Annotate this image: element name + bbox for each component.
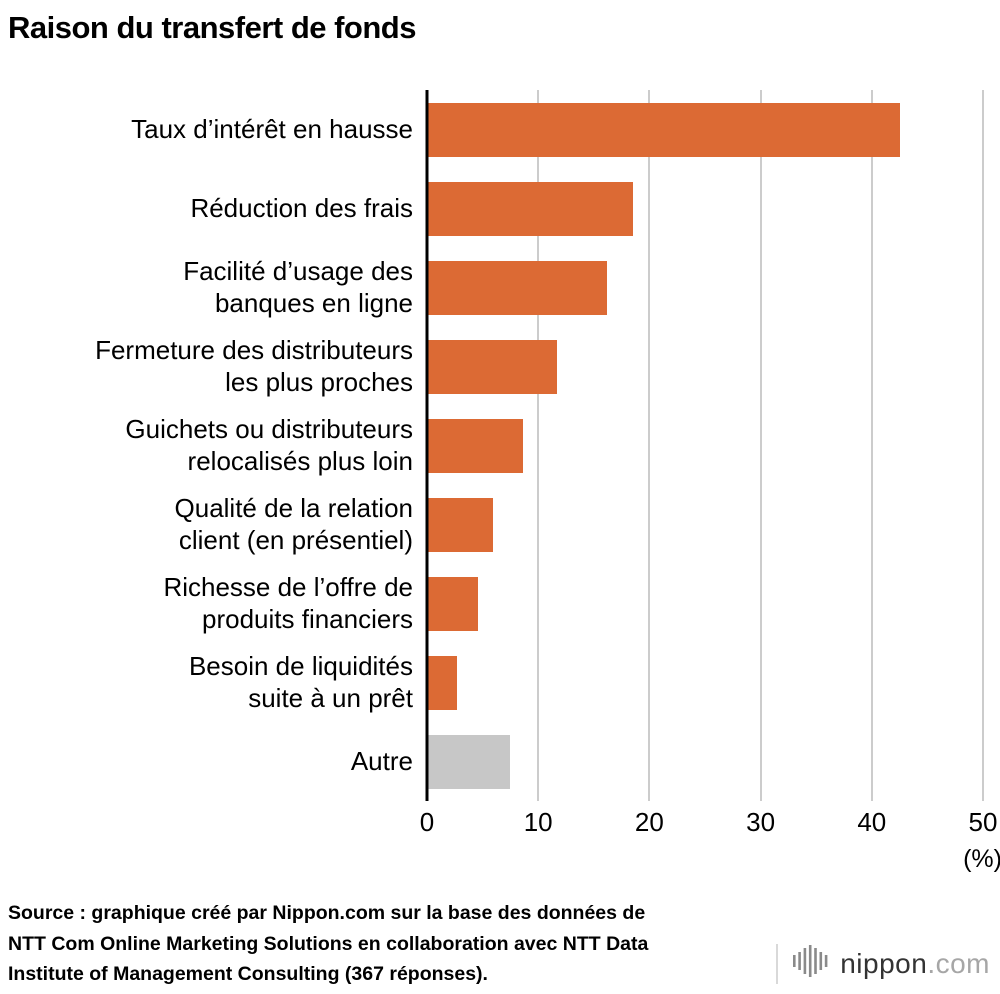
bar-track [427, 576, 983, 631]
gridline [537, 90, 540, 801]
bar-track [427, 734, 983, 789]
logo-text-nippon: nippon [840, 947, 928, 979]
bar-row: Besoin de liquidités suite à un prêt [8, 643, 992, 722]
bar [427, 181, 633, 236]
bar [427, 734, 511, 789]
gridline [648, 90, 651, 801]
category-label: Facilité d’usage des banques en ligne [183, 255, 413, 318]
x-tick-label: 30 [746, 807, 776, 837]
x-axis-unit: (%) [963, 845, 1000, 873]
x-axis-ticks: 0 10 20 30 40 50 [420, 807, 998, 841]
bar [427, 497, 493, 552]
bar [427, 418, 523, 473]
x-tick-label: 50 [968, 807, 998, 837]
bar [427, 655, 458, 710]
gridline [870, 90, 873, 801]
bar [427, 576, 479, 631]
bar [427, 102, 900, 157]
source-text: Source : graphique créé par Nippon.com s… [8, 902, 649, 986]
nippon-logo: nippon.com [776, 943, 990, 990]
category-label: Réduction des frais [190, 192, 413, 223]
chart-title: Raison du transfert de fonds [8, 10, 416, 45]
x-tick-label: 20 [634, 807, 664, 837]
logo-text: nippon.com [840, 948, 990, 980]
category-label: Autre [350, 745, 413, 776]
x-tick-label: 10 [523, 807, 553, 837]
bar-track [427, 102, 983, 157]
x-tick-label: 40 [857, 807, 887, 837]
gridlines [427, 90, 984, 801]
bar-row: Qualité de la relation client (en présen… [8, 485, 992, 564]
bar-track [427, 497, 983, 552]
category-label: Richesse de l’offre de produits financie… [163, 571, 413, 634]
bar-track [427, 418, 983, 473]
bar-row: Facilité d’usage des banques en ligne [8, 248, 992, 327]
gridline [759, 90, 762, 801]
plot-area: Taux d’intérêt en hausse Réduction des fr… [8, 90, 992, 801]
bar-row: Autre [8, 722, 992, 801]
logo-divider [776, 943, 779, 984]
bar-chart: Taux d’intérêt en hausse Réduction des fr… [8, 90, 1000, 874]
bar-rows: Taux d’intérêt en hausse Réduction des fr… [8, 90, 992, 801]
logo-bars-icon [793, 945, 829, 982]
footer: Source : graphique créé par Nippon.com s… [8, 898, 992, 990]
logo-text-com: .com [927, 947, 990, 979]
category-label: Guichets ou distributeurs relocalisés pl… [125, 413, 413, 476]
category-label: Qualité de la relation client (en présen… [174, 492, 413, 555]
category-label: Fermeture des distributeurs les plus pro… [95, 334, 413, 397]
bar-track [427, 181, 983, 236]
bar [427, 339, 558, 394]
gridline [982, 90, 984, 801]
bar-row: Richesse de l’offre de produits financie… [8, 564, 992, 643]
bar-row: Réduction des frais [8, 169, 992, 248]
category-label: Besoin de liquidités suite à un prêt [188, 650, 413, 713]
bar-row: Taux d’intérêt en hausse [8, 90, 992, 169]
bar-row: Fermeture des distributeurs les plus pro… [8, 327, 992, 406]
bar-row: Guichets ou distributeurs relocalisés pl… [8, 406, 992, 485]
bar-track [427, 260, 983, 315]
x-tick-label: 0 [419, 807, 435, 837]
bar [427, 260, 608, 315]
category-label: Taux d’intérêt en hausse [131, 113, 413, 144]
y-axis-line [425, 90, 429, 801]
bar-track [427, 339, 983, 394]
bar-track [427, 655, 983, 710]
